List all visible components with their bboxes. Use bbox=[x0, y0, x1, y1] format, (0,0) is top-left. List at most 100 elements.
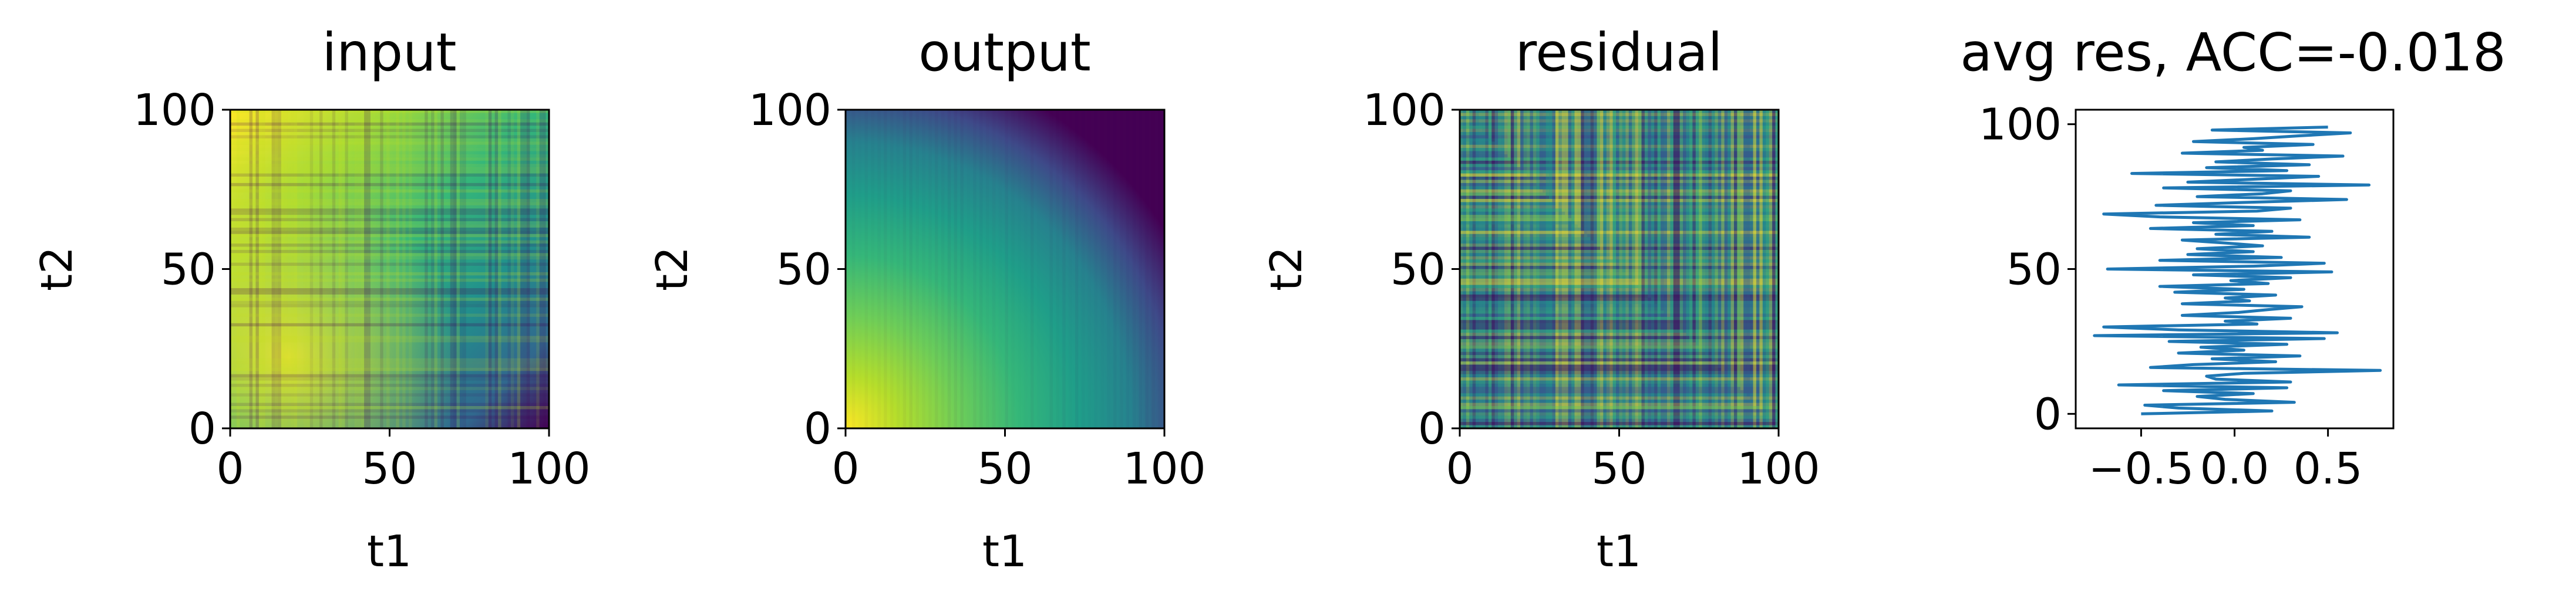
residual-row-stripe bbox=[1460, 119, 1779, 123]
output-column-stripe bbox=[922, 110, 925, 428]
residual-column-stripe bbox=[1651, 110, 1655, 428]
input-column-stripe bbox=[262, 110, 265, 428]
residual-row-stripe bbox=[1460, 409, 1779, 412]
residual-column-stripe bbox=[1510, 110, 1514, 428]
residual-column-stripe bbox=[1676, 110, 1680, 428]
output-column-stripe bbox=[999, 110, 1002, 428]
residual-row-stripe bbox=[1460, 195, 1779, 200]
residual-column-stripe bbox=[1705, 110, 1709, 428]
residual-column-stripe bbox=[1737, 110, 1740, 428]
residual-column-stripe bbox=[1568, 110, 1572, 428]
residual-column-stripe bbox=[1530, 110, 1533, 428]
input-column-stripe bbox=[236, 110, 240, 428]
input-row-stripe bbox=[230, 278, 549, 282]
input-row-stripe bbox=[230, 138, 549, 142]
input-row-stripe bbox=[230, 157, 549, 161]
input-column-stripe bbox=[275, 110, 278, 428]
residual-row-stripe bbox=[1460, 205, 1779, 209]
residual-row-stripe bbox=[1460, 244, 1779, 247]
residual-row-stripe bbox=[1460, 288, 1779, 292]
input-row-stripe bbox=[230, 272, 549, 276]
residual-row-stripe bbox=[1460, 177, 1779, 180]
residual-row-stripe bbox=[1460, 129, 1779, 133]
ytick-label: 0 bbox=[188, 404, 216, 454]
residual-column-stripe bbox=[1545, 110, 1550, 428]
residual-row-stripe bbox=[1460, 192, 1779, 196]
input-row-stripe bbox=[230, 170, 549, 174]
panel-output: output 0 50 100 0 50 100 t1 t2 bbox=[647, 22, 1206, 577]
output-column-stripe bbox=[1037, 110, 1040, 428]
output-column-stripe bbox=[947, 110, 951, 428]
residual-column-stripe bbox=[1641, 110, 1645, 428]
residual-row-stripe bbox=[1460, 144, 1779, 148]
output-column-stripe bbox=[915, 110, 918, 428]
residual-column-stripe bbox=[1715, 110, 1718, 428]
residual-column-stripe bbox=[1654, 110, 1658, 428]
input-row-stripe bbox=[230, 119, 549, 123]
input-column-stripe bbox=[380, 110, 383, 428]
output-column-stripe bbox=[890, 110, 893, 428]
input-column-stripe bbox=[345, 110, 348, 428]
residual-column-stripe bbox=[1753, 110, 1756, 428]
ytick-label: 50 bbox=[2006, 245, 2062, 295]
residual-row-stripe bbox=[1460, 157, 1779, 161]
residual-row-stripe bbox=[1460, 170, 1779, 174]
output-column-stripe bbox=[1145, 110, 1149, 428]
residual-row-stripe bbox=[1460, 415, 1779, 419]
residual-row-stripe bbox=[1460, 116, 1779, 120]
input-column-stripe bbox=[396, 110, 399, 428]
ytick-label: 0 bbox=[2034, 389, 2062, 439]
output-column-stripe bbox=[1062, 110, 1066, 428]
output-column-stripe bbox=[852, 110, 855, 428]
residual-row-stripe bbox=[1460, 425, 1779, 428]
ylabel-input: t2 bbox=[32, 246, 82, 291]
input-column-stripe bbox=[361, 110, 365, 428]
residual-row-stripe bbox=[1460, 234, 1779, 238]
input-row-stripe bbox=[230, 256, 549, 260]
residual-column-stripe bbox=[1632, 110, 1635, 428]
output-column-stripe bbox=[973, 110, 976, 428]
input-column-stripe bbox=[294, 110, 298, 428]
residual-row-stripe bbox=[1460, 333, 1779, 336]
residual-column-stripe bbox=[1692, 110, 1696, 428]
ytick-label: 50 bbox=[1390, 245, 1446, 295]
input-column-stripe bbox=[386, 110, 390, 428]
input-row-stripe bbox=[230, 240, 549, 244]
residual-column-stripe bbox=[1718, 110, 1722, 428]
input-column-stripe bbox=[425, 110, 428, 428]
residual-row-stripe bbox=[1460, 227, 1779, 231]
residual-column-stripe bbox=[1466, 110, 1470, 428]
residual-row-stripe bbox=[1460, 297, 1779, 301]
heatmap-output-stripes bbox=[852, 110, 1149, 428]
output-column-stripe bbox=[1082, 110, 1085, 428]
residual-column-stripe bbox=[1527, 110, 1530, 428]
residual-row-stripe bbox=[1460, 342, 1779, 346]
residual-row-stripe bbox=[1460, 422, 1779, 425]
input-column-stripe bbox=[431, 110, 435, 428]
residual-column-stripe bbox=[1574, 110, 1578, 428]
input-row-stripe bbox=[230, 202, 549, 205]
xtick-label: 0.5 bbox=[2294, 444, 2363, 494]
heatmap-input-glow bbox=[230, 110, 549, 428]
heatmap-output-base bbox=[846, 110, 1164, 428]
residual-row-stripe bbox=[1460, 345, 1779, 349]
title-input: input bbox=[322, 22, 457, 83]
residual-row-stripe bbox=[1460, 291, 1779, 295]
residual-row-stripe bbox=[1460, 135, 1779, 138]
input-row-stripe bbox=[230, 154, 549, 158]
residual-row-stripe bbox=[1460, 215, 1779, 218]
output-column-stripe bbox=[986, 110, 989, 428]
output-column-stripe bbox=[897, 110, 900, 428]
residual-row-stripe bbox=[1460, 275, 1779, 279]
output-column-stripe bbox=[1069, 110, 1072, 428]
output-column-stripe bbox=[1113, 110, 1116, 428]
residual-row-stripe bbox=[1460, 154, 1779, 158]
input-row-stripe bbox=[230, 148, 549, 151]
input-row-stripe bbox=[230, 313, 549, 317]
residual-row-stripe bbox=[1460, 132, 1779, 136]
input-column-stripe bbox=[307, 110, 310, 428]
output-column-stripe bbox=[979, 110, 982, 428]
residual-column-stripe bbox=[1686, 110, 1689, 428]
residual-row-stripe bbox=[1460, 282, 1779, 285]
residual-row-stripe bbox=[1460, 122, 1779, 126]
